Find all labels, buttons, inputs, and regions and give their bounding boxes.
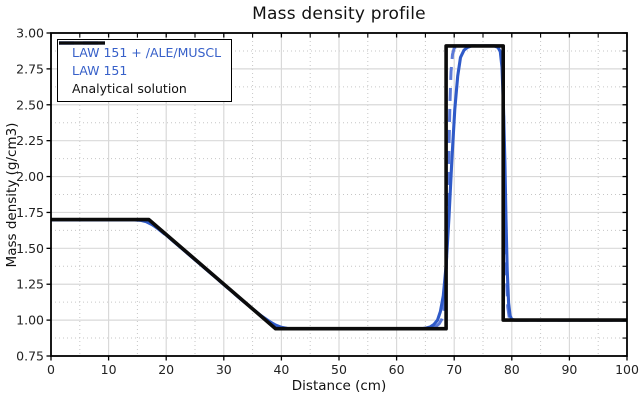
legend-entry: LAW 151 <box>59 41 221 79</box>
x-tick-label: 50 <box>331 362 347 377</box>
series-analytical-solution <box>51 44 627 331</box>
y-tick-label: 2.25 <box>16 133 44 148</box>
legend-label: Analytical solution <box>72 80 187 96</box>
series-law-151-ale-muscl <box>51 44 627 331</box>
y-tick-label: 1.25 <box>16 277 44 292</box>
y-tick-label: 3.00 <box>16 26 44 41</box>
legend-label: LAW 151 + /ALE/MUSCL <box>72 44 222 60</box>
chart-title: Mass density profile <box>252 4 426 24</box>
x-tick-label: 100 <box>615 362 639 377</box>
x-tick-label: 0 <box>47 362 55 377</box>
x-axis-label: Distance (cm) <box>291 378 387 394</box>
x-tick-label: 20 <box>158 362 174 377</box>
x-tick-label: 30 <box>216 362 232 377</box>
y-tick-label: 1.75 <box>16 205 44 220</box>
y-tick-label: 2.50 <box>16 97 44 112</box>
x-tick-label: 10 <box>101 362 117 377</box>
legend-entry: Analytical solution <box>59 41 221 97</box>
legend-line-sample <box>59 41 105 45</box>
x-tick-label: 80 <box>504 362 520 377</box>
y-tick-label: 0.75 <box>16 349 44 364</box>
x-tick-label: 90 <box>561 362 577 377</box>
y-tick-label: 2.75 <box>16 61 44 76</box>
x-tick-label: 60 <box>389 362 405 377</box>
y-tick-label: 2.00 <box>16 169 44 184</box>
y-tick-label: 1.00 <box>16 313 44 328</box>
legend-label: LAW 151 <box>72 62 128 78</box>
x-tick-label: 70 <box>446 362 462 377</box>
legend: LAW 151 + /ALE/MUSCL LAW 151 Analytical so… <box>57 39 233 102</box>
x-tick-label: 40 <box>273 362 289 377</box>
y-tick-label: 1.50 <box>16 241 44 256</box>
